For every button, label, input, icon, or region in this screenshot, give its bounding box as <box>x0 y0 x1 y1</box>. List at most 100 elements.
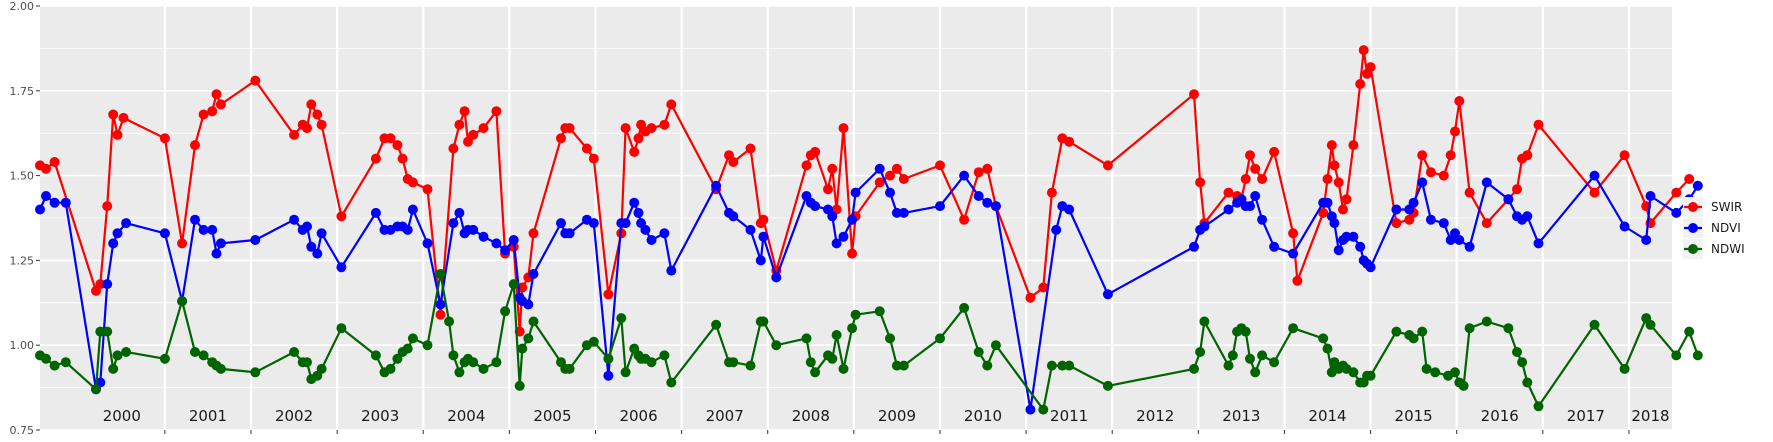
ndvi-point <box>935 201 945 212</box>
ndwi-point <box>1450 367 1460 378</box>
swir-point <box>633 133 644 144</box>
series-swir <box>35 45 1695 337</box>
ndvi-point <box>850 187 861 198</box>
ndvi-point <box>1503 194 1514 205</box>
ndwi-point <box>973 347 984 357</box>
ndwi-point <box>891 360 902 371</box>
ndvi-point <box>1692 180 1703 191</box>
ndvi-point <box>215 238 226 249</box>
ndvi-point <box>370 207 381 218</box>
ndwi-point <box>336 323 347 334</box>
swir-point <box>1240 174 1251 184</box>
ndwi-point <box>1408 333 1419 344</box>
ndwi-point <box>112 350 123 361</box>
swir-point <box>1341 194 1352 205</box>
swir-point <box>1671 187 1682 198</box>
ndvi-point <box>422 238 433 249</box>
ndvi-point <box>885 187 895 198</box>
ndvi-point <box>827 211 838 222</box>
swir-point <box>629 146 640 157</box>
ndvi-point <box>659 228 670 239</box>
ndvi-point <box>1199 221 1210 232</box>
swir-point <box>177 238 188 249</box>
ndvi-point <box>1391 204 1402 215</box>
swir-point <box>1046 187 1057 198</box>
legend-label-ndwi: NDWI <box>1711 242 1745 256</box>
ndwi-point <box>517 343 528 354</box>
swir-point <box>1684 174 1695 184</box>
ndvi-point <box>640 224 651 235</box>
swir-point <box>1250 163 1261 174</box>
ndvi-point <box>500 245 511 256</box>
swir-point <box>885 170 895 181</box>
ndvi-point <box>41 191 51 201</box>
ndwi-point <box>810 367 821 378</box>
ndwi-point <box>805 357 816 368</box>
swir-point <box>215 99 226 110</box>
ndvi-point <box>810 201 821 212</box>
ndvi-point <box>758 231 769 242</box>
swir-point <box>1338 204 1348 215</box>
ndvi-point <box>316 228 327 239</box>
ndvi-point <box>1619 221 1630 232</box>
ndwi-point <box>1195 347 1206 357</box>
ndvi-point <box>407 204 418 215</box>
year-label: 2018 <box>1631 407 1669 425</box>
swir-point <box>1445 150 1456 161</box>
swir-point <box>112 129 123 140</box>
ndvi-point <box>121 218 132 229</box>
ndwi-point <box>500 306 511 317</box>
ndwi-point <box>1684 326 1695 337</box>
ndwi-point <box>514 380 525 391</box>
swir-point <box>392 140 403 151</box>
ndwi-point <box>1227 350 1238 361</box>
ndvi-point <box>1322 197 1333 208</box>
ndvi-point <box>1245 201 1255 212</box>
swir-point <box>198 109 209 120</box>
ndwi-point <box>1057 360 1068 371</box>
year-label: 2009 <box>878 407 916 425</box>
swir-point <box>316 119 327 130</box>
ndvi-point <box>1333 245 1344 256</box>
ndvi-point <box>435 299 446 310</box>
ndwi-point <box>745 360 756 371</box>
year-label: 2010 <box>964 407 1002 425</box>
ndvi-point <box>973 191 984 201</box>
ndwi-point <box>831 330 842 340</box>
ndvi-point <box>556 218 566 229</box>
ndvi-point <box>603 370 614 381</box>
x-axis <box>164 430 1630 434</box>
ndwi-point <box>885 333 895 344</box>
ndwi-point <box>407 333 418 344</box>
ndvi-point <box>620 218 631 229</box>
swir-point <box>581 143 592 154</box>
ndvi-point <box>35 204 45 215</box>
ndwi-point <box>990 340 1001 351</box>
ndvi-point <box>1365 262 1376 273</box>
swir-point <box>1322 174 1333 184</box>
swir-point <box>1522 150 1533 161</box>
year-label: 2012 <box>1136 407 1174 425</box>
ndvi-point <box>1348 231 1359 242</box>
ndwi-point <box>935 333 945 344</box>
ndvi-point <box>588 218 599 229</box>
ndwi-point <box>102 326 113 337</box>
swir-point <box>745 143 756 154</box>
ndvi-point <box>1269 241 1280 252</box>
swir-point <box>659 119 670 130</box>
ndvi-point <box>289 214 300 225</box>
ndvi-point <box>1481 177 1492 188</box>
ndvi-point <box>491 238 502 249</box>
swir-point <box>385 133 396 144</box>
ndvi-point <box>982 197 993 208</box>
swir-point <box>1425 167 1436 178</box>
ndvi-point <box>1417 177 1428 188</box>
ndwi-point <box>659 350 670 361</box>
swir-point <box>1318 207 1329 218</box>
swir-point <box>1391 218 1402 229</box>
ndvi-point <box>108 238 119 249</box>
swir-point <box>336 211 347 222</box>
ndwi-point <box>1512 347 1522 357</box>
ndvi-point <box>1329 218 1340 229</box>
ndvi-point <box>402 224 413 235</box>
